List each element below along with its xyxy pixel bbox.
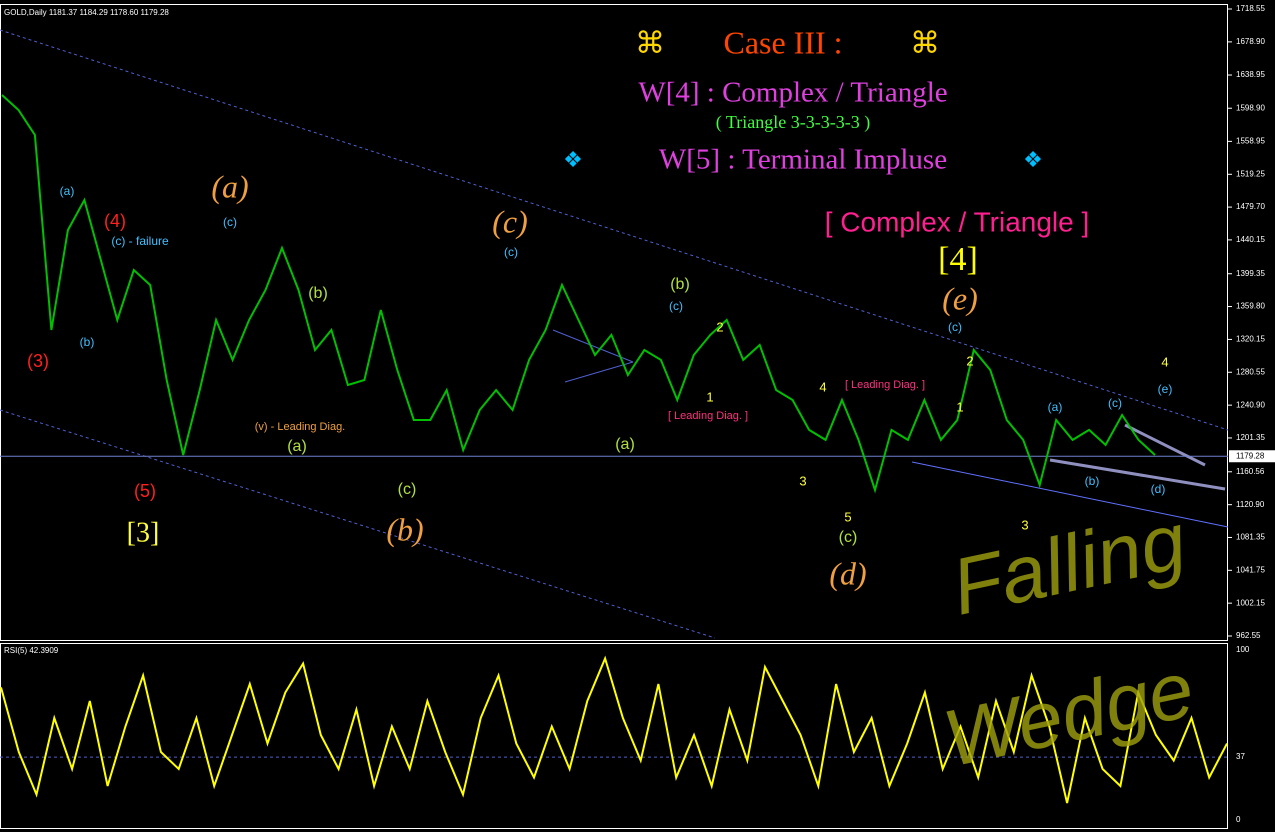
wave-label: 4 [819,379,826,394]
wave-label: (c) [948,320,962,334]
wave-label: (a) [1048,400,1063,414]
wave-label: 2 [716,319,723,334]
wedge-arrow [1049,458,1226,491]
rsi-line [0,655,1228,804]
y-tick-label: 1320.15 [1236,335,1265,344]
wave-label: (d) [829,555,866,591]
wedge-arrow [1124,423,1206,467]
price-pane [0,4,1228,641]
wave-label: (b) [1085,474,1100,488]
wave-label: (b) [80,335,95,349]
y-tick-label: 1440.15 [1236,235,1265,244]
y-tick-label: 1598.90 [1236,103,1265,112]
wave-label: 1 [956,399,963,414]
title-line: ⌘ [635,27,665,60]
y-tick-label: 1479.70 [1236,202,1265,211]
wave-label: 1 [706,389,713,404]
wave-label: (4) [104,211,126,231]
wave-label: (c) [504,245,518,259]
title-line: W[4] : Complex / Triangle [638,77,947,109]
wave-label: (c) [398,481,417,498]
wave-label: 3 [1021,517,1028,532]
y-tick-label: 1638.95 [1236,70,1265,79]
rsi-tick-label: 0 [1236,815,1241,824]
wave-label: (c) [1108,396,1122,410]
title-line: [ Complex / Triangle ] [825,206,1090,237]
y-tick-label: 1160.56 [1236,467,1265,476]
y-tick-label: 1678.90 [1236,37,1265,46]
wedge-line [911,461,1229,528]
rsi-tick-label: 37 [1236,752,1245,761]
wave-label: (e) [942,280,978,316]
wave-label: [ Leading Diag. ] [668,410,748,422]
rsi-label: RSI(5) 42.3909 [4,646,59,655]
y-tick-label: 1519.25 [1236,169,1265,178]
triangle-line [564,361,634,383]
symbol-info: GOLD,Daily 1181.37 1184.29 1178.60 1179.… [4,8,169,17]
wave-label: 4 [1161,354,1168,369]
title-line: ( Triangle 3-3-3-3-3 ) [716,112,870,133]
last-price-box [1229,450,1275,463]
y-tick-label: 1280.55 [1236,367,1265,376]
wave-label: (a) [615,436,635,453]
wave-label: (d) [1151,482,1166,496]
wave-label: (b) [308,285,328,302]
y-tick-label: 1359.80 [1236,302,1265,311]
title-line: [4] [938,241,978,278]
title-line: ❖ [563,147,583,172]
last-price-label: 1179.28 [1236,451,1265,460]
y-tick-label: 1081.35 [1236,533,1265,542]
wave-label: (c) [492,203,528,239]
title-line: W[5] : Terminal Impluse [659,144,947,176]
wave-label: (a) [211,168,248,204]
channel-lower [0,409,716,639]
wave-label: (v) - Leading Diag. [255,421,346,433]
title-line: Case III : [723,24,842,60]
y-tick-label: 1399.35 [1236,269,1265,278]
wave-label: 3 [799,473,806,488]
y-tick-label: 962.55 [1236,631,1261,640]
y-tick-label: 1041.75 [1236,565,1265,574]
wave-label: (5) [134,481,156,501]
wave-label: (3) [27,351,49,371]
title-line: ⌘ [910,27,940,60]
wave-label: (a) [287,438,307,455]
wave-label: (e) [1158,382,1173,396]
wave-label: [3] [127,517,160,548]
wave-label: (a) [60,184,75,198]
rsi-tick-label: 100 [1236,645,1250,654]
wave-label: (b) [386,511,423,547]
wave-label: 2 [966,353,973,368]
y-tick-label: 1718.55 [1236,4,1265,13]
wave-label: 5 [844,509,851,524]
y-tick-label: 1002.15 [1236,598,1265,607]
channel-upper [0,29,1229,431]
wave-label: [ Leading Diag. ] [845,379,925,391]
price-line [1,94,1156,494]
title-line: ❖ [1023,147,1043,172]
rsi-pane [0,643,1228,829]
y-tick-label: 1558.95 [1236,136,1265,145]
y-tick-label: 1240.90 [1236,400,1265,409]
wave-label: (c) [669,299,683,313]
y-tick-label: 1201.35 [1236,433,1265,442]
y-tick-label: 1120.90 [1236,500,1265,509]
wave-label: (b) [670,276,690,293]
wave-label: (c) [839,529,858,546]
wave-label: (c) - failure [111,234,169,248]
wave-label: (c) [223,215,237,229]
